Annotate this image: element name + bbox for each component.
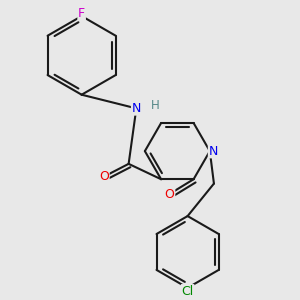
Text: Cl: Cl [182,285,194,298]
Text: H: H [151,99,160,112]
Text: N: N [132,102,141,115]
Text: F: F [78,7,85,20]
Text: O: O [165,188,175,201]
Text: N: N [208,145,218,158]
Text: O: O [99,170,109,183]
